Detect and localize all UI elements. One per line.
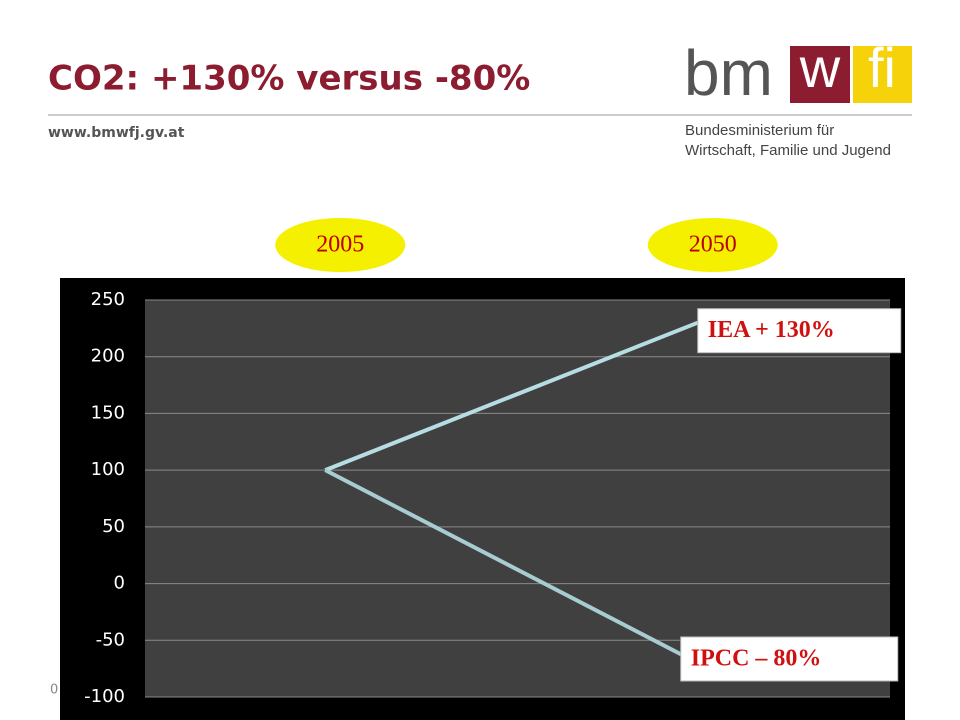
series-label: IEA + 130% [708,317,835,343]
y-tick-label: -100 [84,686,125,707]
y-tick-label: 200 [91,346,125,367]
y-tick-label: 100 [91,459,125,480]
series-line [324,468,699,665]
y-tick-label: 150 [91,402,125,423]
series-label-box [697,308,902,354]
logo-w: w [799,36,841,99]
x-category-label: 2050 [689,232,737,258]
logo-line: Wirtschaft, Familie und Jugend [685,142,891,159]
logo-fi: fi [868,36,896,99]
logo-line: Bundesministerium für [685,122,834,139]
x-category-label: 2005 [316,232,364,258]
y-tick-label: 250 [91,289,125,310]
chart-title: CO2: +130% versus -80% [48,59,530,99]
logo-w-box [790,46,850,103]
slide-number: 0 [50,683,58,698]
y-tick-label: -50 [96,629,125,650]
series-label-box [680,636,899,682]
series-line [324,320,699,473]
plot-area [145,300,890,697]
category-badge [275,218,406,272]
y-tick-label: 50 [102,516,125,537]
logo-fi-box [853,46,912,103]
series-label: IPCC – 80% [691,645,822,671]
subtitle: www.bmwfj.gv.at [48,125,185,141]
logo-bm: bm [684,37,773,109]
y-tick-label: 0 [114,573,125,594]
category-badge [647,218,778,272]
